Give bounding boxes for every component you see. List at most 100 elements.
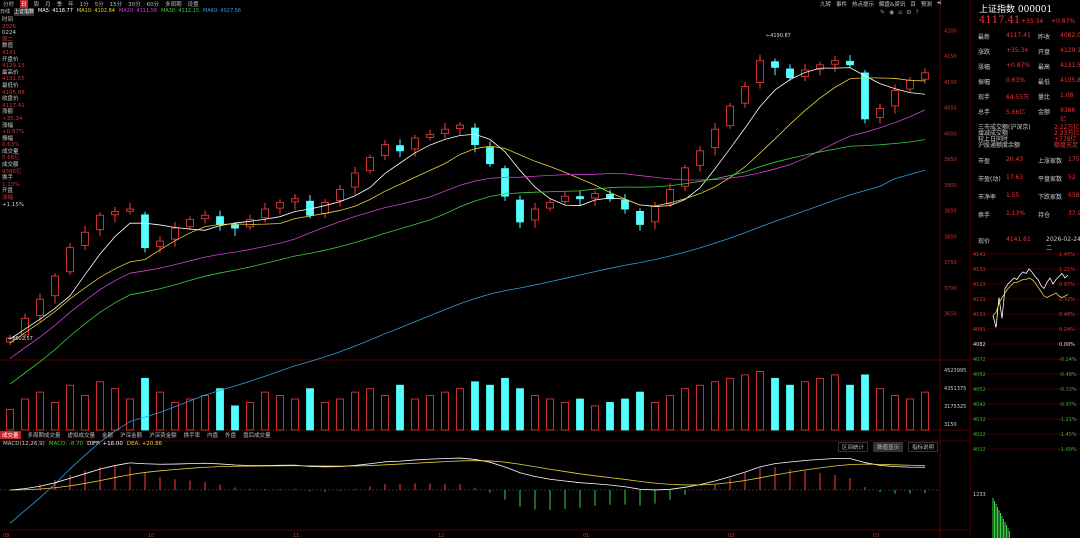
- info-item: 成交额: [2, 162, 19, 169]
- period-tab[interactable]: 年: [68, 2, 74, 8]
- period-tab[interactable]: 月: [45, 2, 51, 8]
- date-axis-label: 01: [583, 533, 589, 538]
- quote-value: +0.87%: [1006, 62, 1031, 69]
- intraday-pct-label: 0.24%: [1059, 327, 1075, 333]
- intraday-price-label: 4091: [973, 327, 986, 333]
- volume-bar: [801, 381, 809, 431]
- indicator-tab[interactable]: 沪深金额: [120, 433, 143, 439]
- eye-icon[interactable]: ◉: [889, 9, 895, 16]
- indicator-tab[interactable]: 内盘: [207, 433, 219, 439]
- quote-value: 1.08: [1060, 92, 1074, 99]
- period-tab[interactable]: 设置: [187, 2, 199, 8]
- volume-bar: [51, 402, 59, 431]
- volume-bar: [921, 391, 929, 431]
- info-item: 0224: [2, 30, 16, 37]
- volume-bar: [771, 377, 779, 431]
- period-tab[interactable]: 1分: [79, 2, 89, 8]
- quote-row: 市盈 20.43 上涨家数 1756: [976, 156, 1080, 166]
- intraday-volume-label: 1233: [973, 492, 986, 498]
- ma-legend: 日线 上证指数 MA5: 4118.77 MA10: 4102.84 MA20: 411…: [0, 8, 241, 16]
- top-tool-button[interactable]: ◀: [936, 0, 942, 6]
- candle: [426, 133, 434, 138]
- candle: [51, 275, 59, 297]
- period-tab[interactable]: 周: [33, 2, 40, 8]
- top-tool-button[interactable]: 百: [910, 2, 916, 8]
- macd-tab[interactable]: 指标说明: [908, 442, 939, 452]
- ma-legend-item: MA5: 4118.77: [38, 8, 73, 14]
- volume-bar: [6, 408, 14, 431]
- quote-row: 换手 1.13% 持仓 37.95: [976, 210, 1080, 220]
- volume-axis-label: 4523995: [944, 368, 966, 374]
- indicator-tab[interactable]: 多周期成交量: [27, 433, 61, 439]
- period-tab[interactable]: 分时: [3, 2, 15, 8]
- quote-value: 52: [1068, 174, 1076, 181]
- volume-bar: [891, 395, 899, 431]
- price-axis-label: 3800: [944, 234, 957, 240]
- indicator-tab[interactable]: 盘后成交量: [243, 433, 271, 439]
- quote-value: 4141.61: [1006, 236, 1031, 243]
- period-tab[interactable]: 30分: [128, 2, 141, 8]
- volume-bar: [546, 398, 554, 431]
- candle: [546, 201, 554, 209]
- intraday-pct-label: -1.69%: [1059, 447, 1077, 453]
- period-tab[interactable]: 60分: [146, 2, 160, 8]
- quote-row: 最新 4117.41 昨收 4082.07: [976, 32, 1080, 42]
- price-axis-label: 4100: [944, 80, 957, 86]
- index-name: 上证指数: [14, 8, 35, 16]
- indicator-tab[interactable]: 沪深资金额: [149, 433, 177, 439]
- info-item: 5.66亿: [2, 155, 20, 162]
- top-tool-button[interactable]: 解盘&资讯: [879, 2, 906, 8]
- settings-icon[interactable]: ⚙: [906, 9, 912, 16]
- intraday-pct-label: -0.48%: [1059, 372, 1077, 378]
- quote-label: 最低: [1038, 79, 1051, 86]
- help-icon[interactable]: ?: [915, 9, 919, 16]
- pen-icon[interactable]: ✎: [880, 9, 886, 16]
- period-tab[interactable]: 日: [20, 0, 28, 8]
- quote-row: 沪股通额度余额 额度充足: [976, 140, 1080, 150]
- dea-line: [9, 460, 926, 491]
- volume-bar: [276, 395, 284, 431]
- quote-value: 1756: [1068, 156, 1080, 163]
- intraday-price-label: 4032: [973, 417, 986, 423]
- info-item: 周二: [2, 36, 14, 43]
- candle: [516, 199, 524, 223]
- quote-value: 20.43: [1006, 156, 1024, 163]
- intraday-price-label: 4022: [973, 432, 986, 438]
- volume-bar: [876, 388, 884, 431]
- volume-bar: [741, 374, 749, 431]
- quote-panel: 上证指数 000001 4117.41 +35.34 +0.87% 最新 4117…: [970, 0, 1080, 538]
- period-tab[interactable]: 15分: [109, 2, 123, 8]
- period-tab[interactable]: 5分: [94, 2, 104, 8]
- quote-row: 较上日同时 +778亿: [976, 134, 1080, 144]
- intraday-chart[interactable]: 4141 1.45% 4131 1.21% 4121 0.97% 4111 0.72% 4101…: [971, 238, 1080, 538]
- lock-icon[interactable]: ⌂: [898, 9, 903, 16]
- candle: [741, 86, 749, 104]
- top-tool-button[interactable]: 事件: [836, 2, 848, 8]
- top-tool-button[interactable]: 热点提示: [852, 2, 875, 8]
- info-item: 时间: [2, 17, 14, 23]
- candle: [906, 79, 914, 90]
- quote-value: 658: [1068, 192, 1080, 199]
- top-tool-button[interactable]: 九转: [820, 2, 832, 8]
- quote-row: 振幅 0.63% 最低 4105.88: [976, 77, 1080, 87]
- volume-bar: [321, 402, 329, 431]
- indicator-tab[interactable]: 成交量: [0, 431, 21, 439]
- price-axis-label: 4000: [944, 131, 957, 137]
- macd-tab[interactable]: 区间统计: [838, 442, 869, 452]
- period-tab[interactable]: 季: [56, 2, 63, 8]
- indicator-tab[interactable]: 虚拟成交量: [67, 433, 96, 439]
- volume-bar: [576, 398, 584, 431]
- volume-bar: [726, 377, 734, 431]
- top-tool-button[interactable]: 预测: [920, 2, 932, 8]
- kline-chart[interactable]: 4200 4150 4100 4050 4000 3950 3900 3850 3800 3750…: [0, 0, 970, 538]
- macd-tab[interactable]: 数值显示: [873, 442, 904, 452]
- indicator-tab[interactable]: 换手率: [183, 433, 201, 439]
- quote-value: 64.55万: [1006, 94, 1030, 101]
- period-tab[interactable]: 多周期: [165, 2, 182, 8]
- quote-row: 现价 4141.61 2026-02-24 二: [976, 236, 1080, 252]
- date-axis-label: 10: [148, 533, 154, 538]
- top-tools: 九转 事件 热点提示 解盘&资讯百预测 ◀: [820, 0, 941, 8]
- indicator-tab[interactable]: 金额: [102, 433, 114, 439]
- indicator-tab[interactable]: 外盘: [225, 433, 237, 439]
- info-item: 4131.55: [2, 76, 25, 83]
